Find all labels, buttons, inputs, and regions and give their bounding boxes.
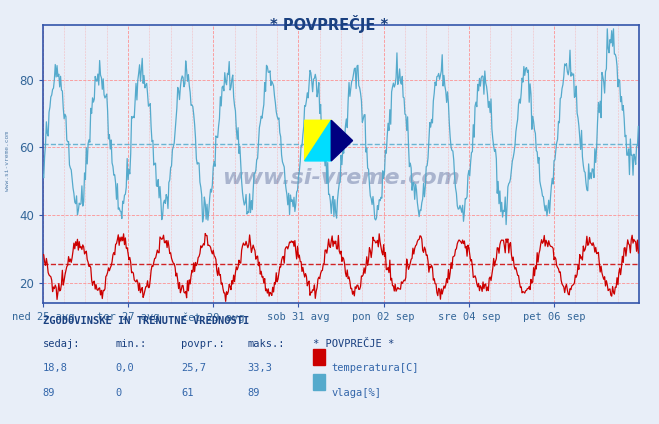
Text: vlaga[%]: vlaga[%] <box>331 388 382 398</box>
Text: 89: 89 <box>247 388 260 398</box>
Text: povpr.:: povpr.: <box>181 339 225 349</box>
Text: temperatura[C]: temperatura[C] <box>331 363 419 373</box>
Polygon shape <box>331 120 353 161</box>
Text: 33,3: 33,3 <box>247 363 272 373</box>
Text: * POVPREČJE *: * POVPREČJE * <box>313 339 394 349</box>
Text: www.si-vreme.com: www.si-vreme.com <box>5 131 11 191</box>
Text: 0: 0 <box>115 388 121 398</box>
Text: 25,7: 25,7 <box>181 363 206 373</box>
Text: www.si-vreme.com: www.si-vreme.com <box>222 168 460 188</box>
Text: 89: 89 <box>43 388 55 398</box>
Text: maks.:: maks.: <box>247 339 285 349</box>
Text: * POVPREČJE *: * POVPREČJE * <box>270 15 389 33</box>
Text: 18,8: 18,8 <box>43 363 68 373</box>
Text: min.:: min.: <box>115 339 146 349</box>
Polygon shape <box>304 120 331 161</box>
Text: sedaj:: sedaj: <box>43 339 80 349</box>
Text: 61: 61 <box>181 388 194 398</box>
Polygon shape <box>304 120 331 161</box>
Text: ZGODOVINSKE IN TRENUTNE VREDNOSTI: ZGODOVINSKE IN TRENUTNE VREDNOSTI <box>43 316 249 326</box>
Text: 0,0: 0,0 <box>115 363 134 373</box>
